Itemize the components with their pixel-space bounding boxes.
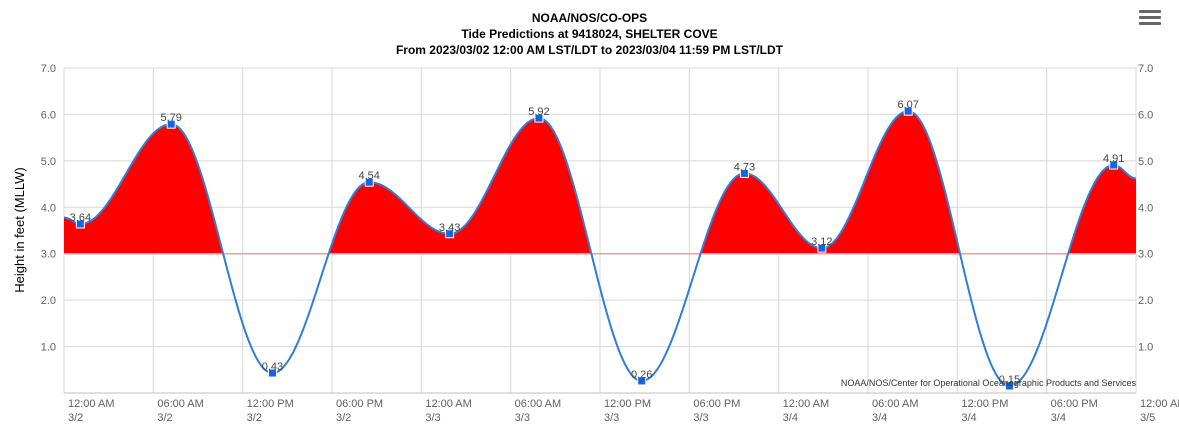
chart-subtitle: Tide Predictions at 9418024, SHELTER COV… bbox=[461, 27, 718, 41]
x-tick-date-label: 3/2 bbox=[336, 412, 351, 424]
x-tick-date-label: 3/3 bbox=[604, 412, 619, 424]
data-point-marker bbox=[267, 368, 277, 378]
x-tick-time-label: 12:00 PM bbox=[247, 398, 294, 410]
data-label: 4.73 bbox=[734, 161, 755, 173]
x-tick-date-label: 3/2 bbox=[157, 412, 172, 424]
x-tick-time-label: 06:00 PM bbox=[693, 398, 740, 410]
y-tick-label-right: 3.0 bbox=[1138, 249, 1153, 261]
y-tick-label-left: 2.0 bbox=[41, 295, 56, 307]
tide-curve bbox=[63, 110, 1137, 388]
x-tick-date-label: 3/4 bbox=[872, 412, 887, 424]
data-point-marker bbox=[1109, 160, 1119, 170]
x-tick-time-label: 12:00 AM bbox=[425, 398, 471, 410]
x-tick-time-label: 06:00 AM bbox=[515, 398, 561, 410]
data-label: 3.64 bbox=[70, 212, 91, 224]
data-point-marker bbox=[903, 106, 913, 116]
data-label: 0.15 bbox=[999, 374, 1020, 386]
x-tick-date-label: 3/4 bbox=[1051, 412, 1066, 424]
fill-area bbox=[64, 111, 1136, 255]
data-label: 0.43 bbox=[262, 361, 283, 373]
chart-title-block: NOAA/NOS/CO-OPS Tide Predictions at 9418… bbox=[0, 10, 1179, 58]
y-tick-label-right: 6.0 bbox=[1138, 109, 1153, 121]
x-tick-time-label: 12:00 PM bbox=[961, 398, 1008, 410]
chart-date-range: From 2023/03/02 12:00 AM LST/LDT to 2023… bbox=[395, 43, 784, 57]
y-axis-title: Height in feet (MLLW) bbox=[12, 167, 27, 292]
y-tick-label-right: 2.0 bbox=[1138, 295, 1153, 307]
x-tick-date-label: 3/5 bbox=[1140, 412, 1155, 424]
data-label: 5.79 bbox=[160, 112, 181, 124]
data-points: 3.64 5.79 0.43 4.54 3.43 5.92 0.26 4.73 3.12 6.07… bbox=[70, 99, 1124, 391]
y-tick-label-right: 7.0 bbox=[1138, 63, 1153, 75]
chart-credit[interactable]: NOAA/NOS/Center for Operational Oceanogr… bbox=[841, 378, 1137, 388]
y-tick-label-left: 7.0 bbox=[41, 63, 56, 75]
y-tick-label-right: 1.0 bbox=[1138, 342, 1153, 354]
data-point-marker bbox=[166, 119, 176, 129]
data-label: 0.26 bbox=[631, 369, 652, 381]
data-label: 3.12 bbox=[811, 236, 832, 248]
x-tick-time-label: 06:00 PM bbox=[336, 398, 383, 410]
grid-lines bbox=[63, 67, 1137, 393]
hamburger-menu-icon[interactable] bbox=[1139, 10, 1161, 28]
x-tick-time-label: 06:00 PM bbox=[1051, 398, 1098, 410]
x-tick-time-label: 12:00 PM bbox=[604, 398, 651, 410]
x-tick-time-label: 12:00 AM bbox=[1140, 398, 1179, 410]
y-tick-label-left: 1.0 bbox=[41, 342, 56, 354]
x-tick-time-label: 12:00 AM bbox=[68, 398, 114, 410]
y-tick-label-right: 4.0 bbox=[1138, 202, 1153, 214]
data-label: 4.54 bbox=[359, 170, 380, 182]
x-tick-date-label: 3/3 bbox=[425, 412, 440, 424]
x-tick-date-label: 3/2 bbox=[68, 412, 83, 424]
data-point-marker bbox=[75, 219, 85, 229]
data-point-marker bbox=[534, 113, 544, 123]
chart-title: NOAA/NOS/CO-OPS bbox=[531, 11, 648, 25]
data-label: 4.91 bbox=[1103, 153, 1124, 165]
x-tick-date-label: 3/3 bbox=[693, 412, 708, 424]
y-tick-label-left: 5.0 bbox=[41, 156, 56, 168]
y-tick-label-right: 5.0 bbox=[1138, 156, 1153, 168]
data-point-marker bbox=[817, 243, 827, 253]
x-tick-date-label: 3/4 bbox=[783, 412, 798, 424]
data-point-marker bbox=[637, 376, 647, 386]
x-tick-date-label: 3/2 bbox=[247, 412, 262, 424]
data-point-marker bbox=[739, 168, 749, 178]
y-tick-label-left: 3.0 bbox=[41, 249, 56, 261]
x-tick-date-label: 3/3 bbox=[515, 412, 530, 424]
y-tick-label-left: 4.0 bbox=[41, 202, 56, 214]
y-tick-label-left: 6.0 bbox=[41, 109, 56, 121]
data-label: 6.07 bbox=[897, 99, 918, 111]
data-label: 3.43 bbox=[439, 222, 460, 234]
x-tick-time-label: 06:00 AM bbox=[872, 398, 918, 410]
series-line bbox=[63, 110, 1137, 388]
x-tick-time-label: 06:00 AM bbox=[157, 398, 203, 410]
above-threshold-area bbox=[64, 111, 1136, 254]
data-label: 5.92 bbox=[528, 106, 549, 118]
axes: 1.0 1.0 2.0 2.0 3.0 3.0 4.0 4.0 5.0 5.0 6.0 6.0 7.0 7… bbox=[41, 63, 1179, 424]
data-point-marker bbox=[364, 177, 374, 187]
data-point-marker bbox=[1004, 381, 1014, 391]
x-tick-date-label: 3/4 bbox=[961, 412, 976, 424]
data-point-marker bbox=[445, 229, 455, 239]
x-tick-time-label: 12:00 AM bbox=[783, 398, 829, 410]
